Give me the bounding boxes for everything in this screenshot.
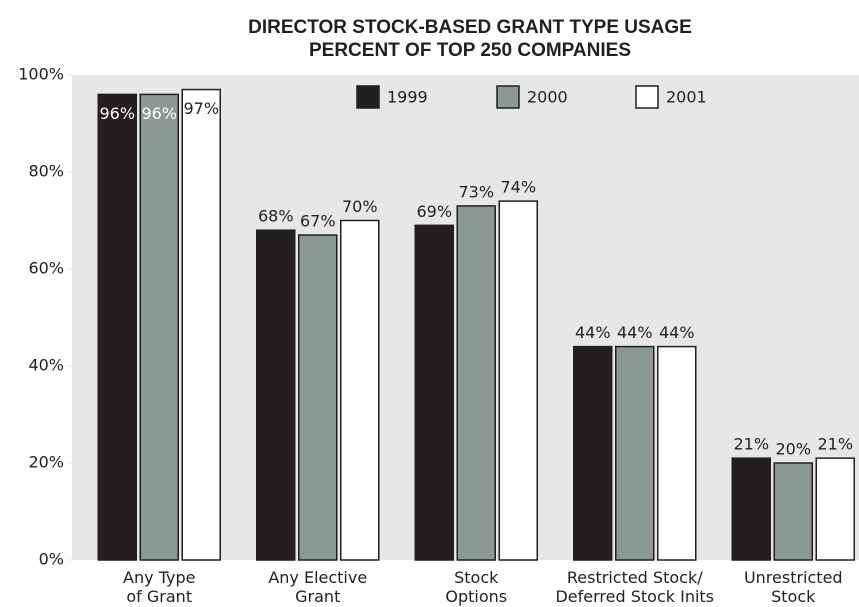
x-tick-label: Unrestricted Stock xyxy=(744,568,843,606)
y-tick-label: 20% xyxy=(28,453,64,472)
bar xyxy=(498,200,538,561)
x-tick-label: Any Elective Grant xyxy=(268,568,367,606)
bar xyxy=(181,88,221,561)
bar xyxy=(731,457,771,561)
bar xyxy=(414,224,454,561)
bar xyxy=(139,93,179,561)
x-tick-label: Any Type of Grant xyxy=(123,568,195,606)
data-label: 73% xyxy=(458,182,494,201)
data-label: 96% xyxy=(99,104,135,123)
bar xyxy=(298,234,338,561)
data-label: 21% xyxy=(733,435,769,454)
legend-label: 2001 xyxy=(666,88,707,107)
bar xyxy=(573,345,613,561)
bar xyxy=(657,345,697,561)
bar xyxy=(256,229,296,561)
data-label: 68% xyxy=(258,207,294,226)
bar xyxy=(456,205,496,561)
y-tick-label: 40% xyxy=(28,356,64,375)
y-tick-label: 100% xyxy=(18,65,64,84)
bar xyxy=(815,457,855,561)
data-label: 96% xyxy=(141,104,177,123)
y-tick-label: 60% xyxy=(28,259,64,278)
chart-title: DIRECTOR STOCK-BASED GRANT TYPE USAGE xyxy=(248,17,692,38)
legend-swatch xyxy=(635,85,659,109)
legend-swatch xyxy=(356,85,380,109)
y-tick-label: 80% xyxy=(28,162,64,181)
chart-subtitle: PERCENT OF TOP 250 COMPANIES xyxy=(309,40,631,61)
data-label: 44% xyxy=(659,323,695,342)
bar xyxy=(773,462,813,561)
bar xyxy=(340,219,380,561)
x-tick-label: Restricted Stock/Deferred Stock Inits xyxy=(555,568,714,606)
data-label: 20% xyxy=(775,440,811,459)
data-label: 70% xyxy=(342,197,378,216)
data-label: 21% xyxy=(817,435,853,454)
data-label: 97% xyxy=(183,99,219,118)
data-label: 74% xyxy=(500,178,536,197)
y-tick-label: 0% xyxy=(39,550,64,569)
x-tick-label: Stock Options xyxy=(445,568,507,606)
bar xyxy=(615,345,655,561)
data-label: 69% xyxy=(416,202,452,221)
data-label: 44% xyxy=(617,323,653,342)
legend-label: 1999 xyxy=(387,88,428,107)
data-label: 44% xyxy=(575,323,611,342)
legend-swatch xyxy=(496,85,520,109)
bar xyxy=(97,93,137,561)
data-label: 67% xyxy=(300,212,336,231)
legend-label: 2000 xyxy=(527,88,568,107)
